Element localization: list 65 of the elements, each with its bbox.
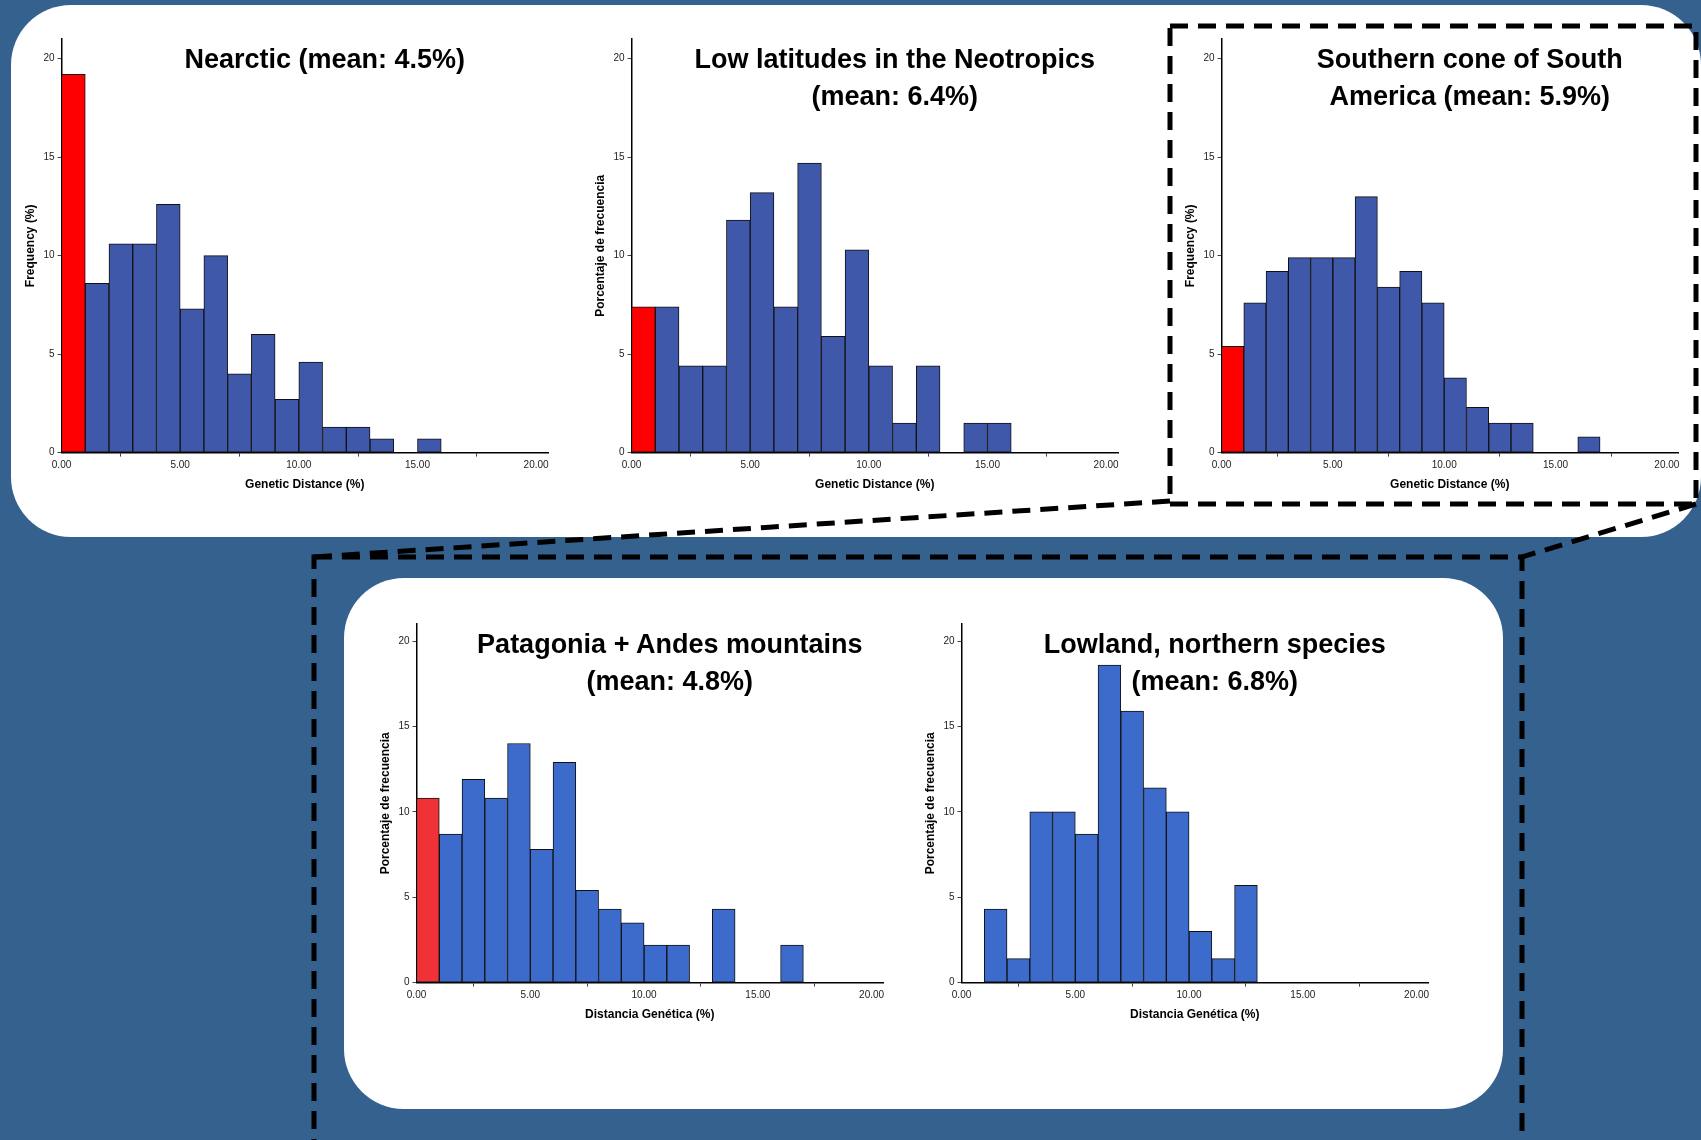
x-axis-title: Genetic Distance (%) [815, 477, 935, 492]
x-tick-label: 10.00 [286, 459, 312, 471]
x-tick-label: 10.00 [631, 989, 658, 1001]
x-tick-label: 15.00 [404, 459, 431, 471]
y-tick-label: 10 [1203, 249, 1215, 261]
y-axis-title: Frequency (%) [1182, 204, 1197, 288]
x-tick-label: 20.00 [1654, 459, 1680, 471]
y-tick-label: 5 [618, 347, 625, 359]
y-tick-label: 10 [398, 805, 410, 817]
y-tick-label: 5 [403, 890, 410, 902]
x-tick-label: 10.00 [856, 459, 882, 471]
y-tick-label: 0 [948, 976, 955, 988]
y-tick-label: 5 [48, 347, 55, 359]
y-tick-label: 0 [403, 976, 410, 988]
x-tick-label: 10.00 [1176, 989, 1203, 1001]
x-tick-label: 0.00 [51, 459, 72, 471]
x-tick-label: 10.00 [1431, 459, 1458, 471]
y-tick-label: 15 [43, 150, 55, 162]
x-tick-label: 0.00 [406, 989, 427, 1001]
text: Low latitudes in the Neotropics (mean: 6.4%) [694, 43, 1096, 111]
text: Lowland, northern species (mean: 6.8%) [1043, 628, 1386, 696]
x-tick-label: 5.00 [170, 459, 191, 471]
x-tick-label: 15.00 [1543, 459, 1569, 471]
x-tick-label: 15.00 [745, 989, 771, 1001]
x-axis-title: Genetic Distance (%) [1390, 477, 1510, 492]
y-axis-title: Porcentaje de frecuencia [377, 731, 392, 875]
y-tick-label: 15 [1203, 150, 1215, 162]
x-axis-title: Genetic Distance (%) [245, 477, 365, 492]
y-tick-label: 15 [398, 720, 410, 732]
x-tick-label: 0.00 [951, 989, 972, 1001]
y-tick-label: 10 [943, 805, 955, 817]
y-tick-label: 0 [1208, 446, 1215, 458]
x-tick-label: 20.00 [523, 459, 550, 471]
y-tick-label: 0 [48, 446, 55, 458]
x-tick-label: 20.00 [1404, 989, 1430, 1001]
x-tick-label: 15.00 [1290, 989, 1316, 1001]
x-tick-label: 5.00 [520, 989, 541, 1001]
x-tick-label: 5.00 [1065, 989, 1086, 1001]
y-tick-label: 20 [1203, 52, 1215, 64]
x-tick-label: 0.00 [621, 459, 642, 471]
y-tick-label: 20 [943, 634, 955, 646]
text: Patagonia + Andes mountains (mean: 4.8%) [477, 628, 863, 696]
y-tick-label: 15 [943, 720, 955, 732]
x-tick-label: 5.00 [740, 459, 761, 471]
y-axis-title: Porcentaje de frecuencia [922, 731, 937, 875]
y-tick-label: 5 [1208, 347, 1215, 359]
x-tick-label: 20.00 [859, 989, 885, 1001]
x-tick-label: 5.00 [1323, 459, 1344, 471]
x-tick-label: 20.00 [1093, 459, 1120, 471]
x-tick-label: 0.00 [1211, 459, 1232, 471]
y-tick-label: 10 [43, 249, 55, 261]
x-axis-title: Distancia Genética (%) [1130, 1007, 1260, 1022]
chart-title: Nearctic (mean: 4.5%) [184, 43, 466, 74]
y-tick-label: 20 [43, 52, 55, 64]
y-tick-label: 20 [398, 634, 410, 646]
x-tick-label: 15.00 [974, 459, 1001, 471]
y-tick-label: 20 [613, 52, 625, 64]
y-axis-title: Porcentaje de frecuencia [592, 174, 607, 317]
x-axis-title: Distancia Genética (%) [585, 1007, 715, 1022]
y-tick-label: 0 [618, 446, 625, 458]
y-tick-label: 15 [613, 150, 625, 162]
text: Southern cone of South America (mean: 5.9%) [1316, 43, 1623, 111]
y-axis-title: Frequency (%) [22, 204, 37, 288]
y-tick-label: 5 [948, 890, 955, 902]
y-tick-label: 10 [613, 249, 625, 261]
